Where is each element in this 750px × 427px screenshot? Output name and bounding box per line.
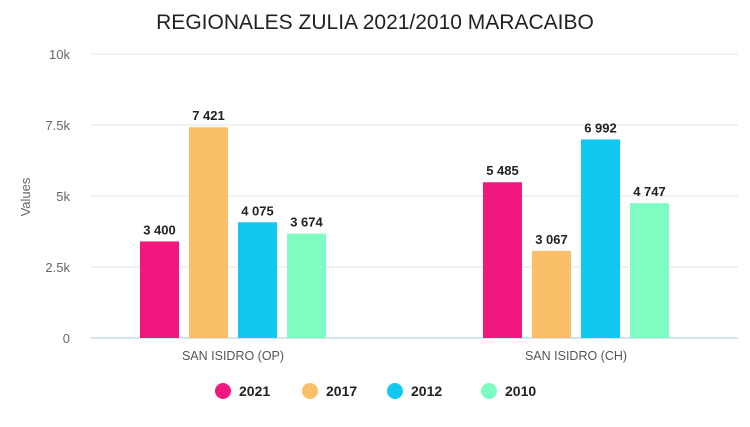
- data-label: 4 747: [633, 184, 666, 199]
- legend-item-2010: 2010: [481, 383, 536, 399]
- legend: 2021 2017 2012 2010: [215, 383, 536, 399]
- data-label: 3 674: [290, 215, 323, 230]
- x-tick-label: SAN ISIDRO (CH): [525, 349, 627, 363]
- legend-swatch: [215, 383, 231, 399]
- data-label: 6 992: [584, 120, 617, 135]
- data-label: 4 075: [241, 203, 274, 218]
- legend-label: 2021: [239, 383, 270, 399]
- data-label: 3 400: [143, 222, 176, 237]
- y-axis-label: Values: [18, 177, 33, 216]
- y-axis-ticks: 0 2.5k 5k 7.5k 10k: [45, 47, 70, 346]
- bars: [140, 127, 669, 339]
- data-label: 7 421: [192, 108, 225, 123]
- bar-2012-2: [581, 139, 620, 338]
- legend-item-2021: 2021: [215, 383, 270, 399]
- legend-swatch: [481, 383, 497, 399]
- y-tick-label: 5k: [56, 189, 70, 204]
- legend-label: 2012: [411, 383, 442, 399]
- bar-2021-1: [140, 241, 179, 338]
- data-label: 3 067: [535, 232, 568, 247]
- bar-2010-2: [630, 203, 669, 338]
- legend-swatch: [302, 383, 318, 399]
- legend-swatch: [387, 383, 403, 399]
- bar-2021-2: [483, 182, 522, 338]
- chart-title: REGIONALES ZULIA 2021/2010 MARACAIBO: [156, 11, 594, 34]
- y-tick-label: 2.5k: [45, 260, 70, 275]
- legend-label: 2010: [505, 383, 536, 399]
- legend-item-2017: 2017: [302, 383, 357, 399]
- legend-label: 2017: [326, 383, 357, 399]
- data-labels: 3 400 7 421 4 075 3 674 5 485 3 067 6 992 4 747: [143, 108, 666, 247]
- y-tick-label: 7.5k: [45, 118, 70, 133]
- x-axis-ticks: SAN ISIDRO (OP) SAN ISIDRO (CH): [182, 349, 627, 363]
- bar-2017-1: [189, 127, 228, 339]
- y-tick-label: 0: [63, 331, 70, 346]
- bar-2012-1: [238, 222, 277, 338]
- x-tick-label: SAN ISIDRO (OP): [182, 349, 284, 363]
- legend-item-2012: 2012: [387, 383, 442, 399]
- bar-2017-2: [532, 250, 571, 338]
- bar-2010-1: [287, 233, 326, 338]
- y-tick-label: 10k: [49, 47, 70, 62]
- data-label: 5 485: [486, 163, 519, 178]
